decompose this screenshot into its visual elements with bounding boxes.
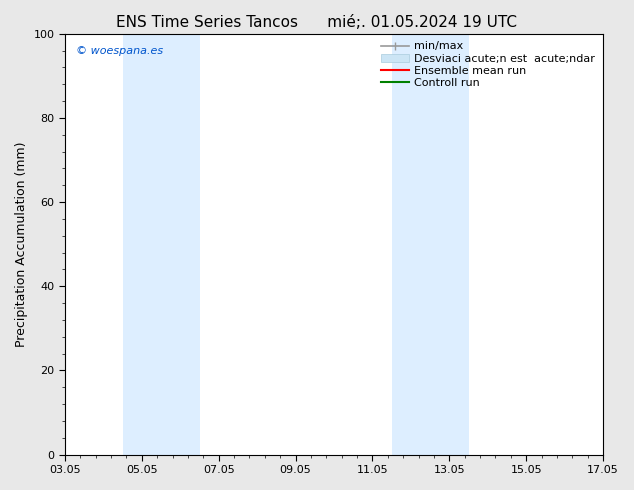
Legend: min/max, Desviaci acute;n est  acute;ndar, Ensemble mean run, Controll run: min/max, Desviaci acute;n est acute;ndar… xyxy=(377,37,600,93)
Bar xyxy=(392,34,469,455)
Bar xyxy=(122,34,200,455)
Y-axis label: Precipitation Accumulation (mm): Precipitation Accumulation (mm) xyxy=(15,142,28,347)
Text: ENS Time Series Tancos      mié;. 01.05.2024 19 UTC: ENS Time Series Tancos mié;. 01.05.2024 … xyxy=(117,15,517,30)
Text: © woespana.es: © woespana.es xyxy=(75,47,163,56)
